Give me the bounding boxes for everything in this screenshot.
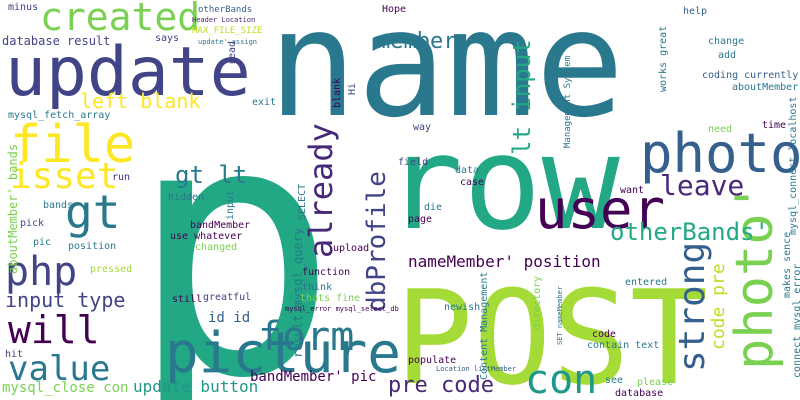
word-run: run — [112, 172, 130, 183]
word-max-file-size: MAX_FILE_SIZE — [192, 26, 262, 36]
word-use-whatever: use whatever — [170, 231, 242, 242]
word-namemember-position: nameMember' position — [408, 252, 601, 271]
word-set-namemember: SET nameMember — [556, 286, 564, 345]
word-bandmember: bandMember — [190, 220, 250, 231]
word-isset: isset — [10, 156, 118, 197]
word-upload: upload — [333, 243, 369, 254]
word-hit: hit — [5, 349, 23, 360]
word-coding-currently: coding currently — [702, 70, 798, 81]
word-form: form — [258, 314, 354, 360]
word-die: die — [424, 202, 442, 213]
word-hi: Hi — [347, 83, 358, 95]
word-aboutmember: aboutMember — [732, 82, 798, 93]
word-management-system: Management System — [563, 56, 573, 148]
word-strong: strong — [672, 242, 713, 372]
word-mysql-connect-localhost: mysql_connect localhost — [788, 97, 799, 235]
word-lt-input: lt input — [508, 39, 536, 155]
word-hidden: hidden — [168, 192, 204, 203]
word-otherbands: otherBands' — [610, 218, 769, 246]
word-pressed: pressed — [90, 264, 132, 275]
word-newish: newish — [444, 302, 480, 313]
word-connect-mysql-error: connect mysql_error — [792, 264, 800, 378]
word-code-pre: code pre — [708, 263, 729, 350]
word-hope: Hope — [382, 4, 406, 15]
word-add: add — [718, 50, 736, 61]
word-pick: pick — [20, 218, 44, 229]
word-id-id: id id — [208, 310, 250, 326]
word-exit: exit — [252, 97, 276, 108]
word-think: think — [302, 282, 332, 293]
word-page: page — [408, 214, 432, 225]
word-thats-fine: thats fine — [300, 293, 360, 304]
word-aboutmember-bands: aboutMember' bands — [6, 144, 20, 274]
word-mysql-fetch-array: mysql_fetch_array — [8, 110, 110, 121]
word-leave: leave — [660, 169, 744, 202]
word-con: con — [525, 357, 597, 400]
word-want: want — [620, 185, 644, 196]
word-bandmember-pic: bandMember' pic — [250, 369, 376, 385]
word-database-result: database result — [2, 34, 110, 48]
word-minus: minus — [8, 2, 38, 13]
word-blank: blank — [332, 78, 343, 108]
word-mysql-error-mysql-select-db: mysql_error mysql_select_db — [285, 305, 399, 313]
word-directory: directory — [532, 276, 543, 330]
word-bands: bands — [43, 200, 73, 211]
word-contain-text: contain text — [587, 340, 659, 351]
word-update-button: update button — [133, 377, 258, 396]
word-database: database — [615, 388, 663, 399]
word-change: change — [708, 36, 744, 47]
word-changed: changed — [195, 242, 237, 253]
word-photo: photo' — [725, 182, 785, 370]
word-way: way — [413, 122, 431, 133]
word-read: read — [227, 41, 238, 65]
word-will: will — [8, 308, 100, 352]
word-see: see — [605, 375, 623, 386]
word-code: code — [592, 329, 616, 340]
word-says: says — [155, 33, 179, 44]
word-works-great: works great — [658, 26, 669, 92]
word-data: data — [455, 165, 479, 176]
word-please: please — [637, 377, 673, 388]
word-greatful: greatful — [203, 292, 251, 303]
word-location-listmember: Location listMember — [436, 365, 516, 373]
word-help: help — [683, 6, 707, 17]
word-mysql-close-con: mysql_close con — [2, 380, 128, 396]
word-field: field — [398, 157, 428, 168]
word-input-type: input type — [5, 288, 125, 312]
word-case: case — [460, 177, 484, 188]
word-member: member — [377, 29, 456, 54]
word-input: input — [225, 190, 236, 220]
word-otherbands: otherBands — [198, 5, 252, 15]
word-position: position — [68, 241, 116, 252]
word-dbprofile: dbProfile — [362, 171, 392, 312]
word-need: need — [708, 124, 732, 135]
word-still: still — [172, 294, 202, 305]
word-time: time — [762, 120, 786, 131]
word-gt-lt: gt lt — [175, 161, 247, 189]
word-entered: entered — [625, 277, 667, 288]
word-content-management: Content Management — [479, 272, 490, 380]
word-header-location: Header Location — [192, 16, 255, 24]
word-pic: pic — [33, 237, 51, 248]
word-function: function — [302, 267, 350, 278]
word-select: SELECT — [297, 184, 308, 220]
